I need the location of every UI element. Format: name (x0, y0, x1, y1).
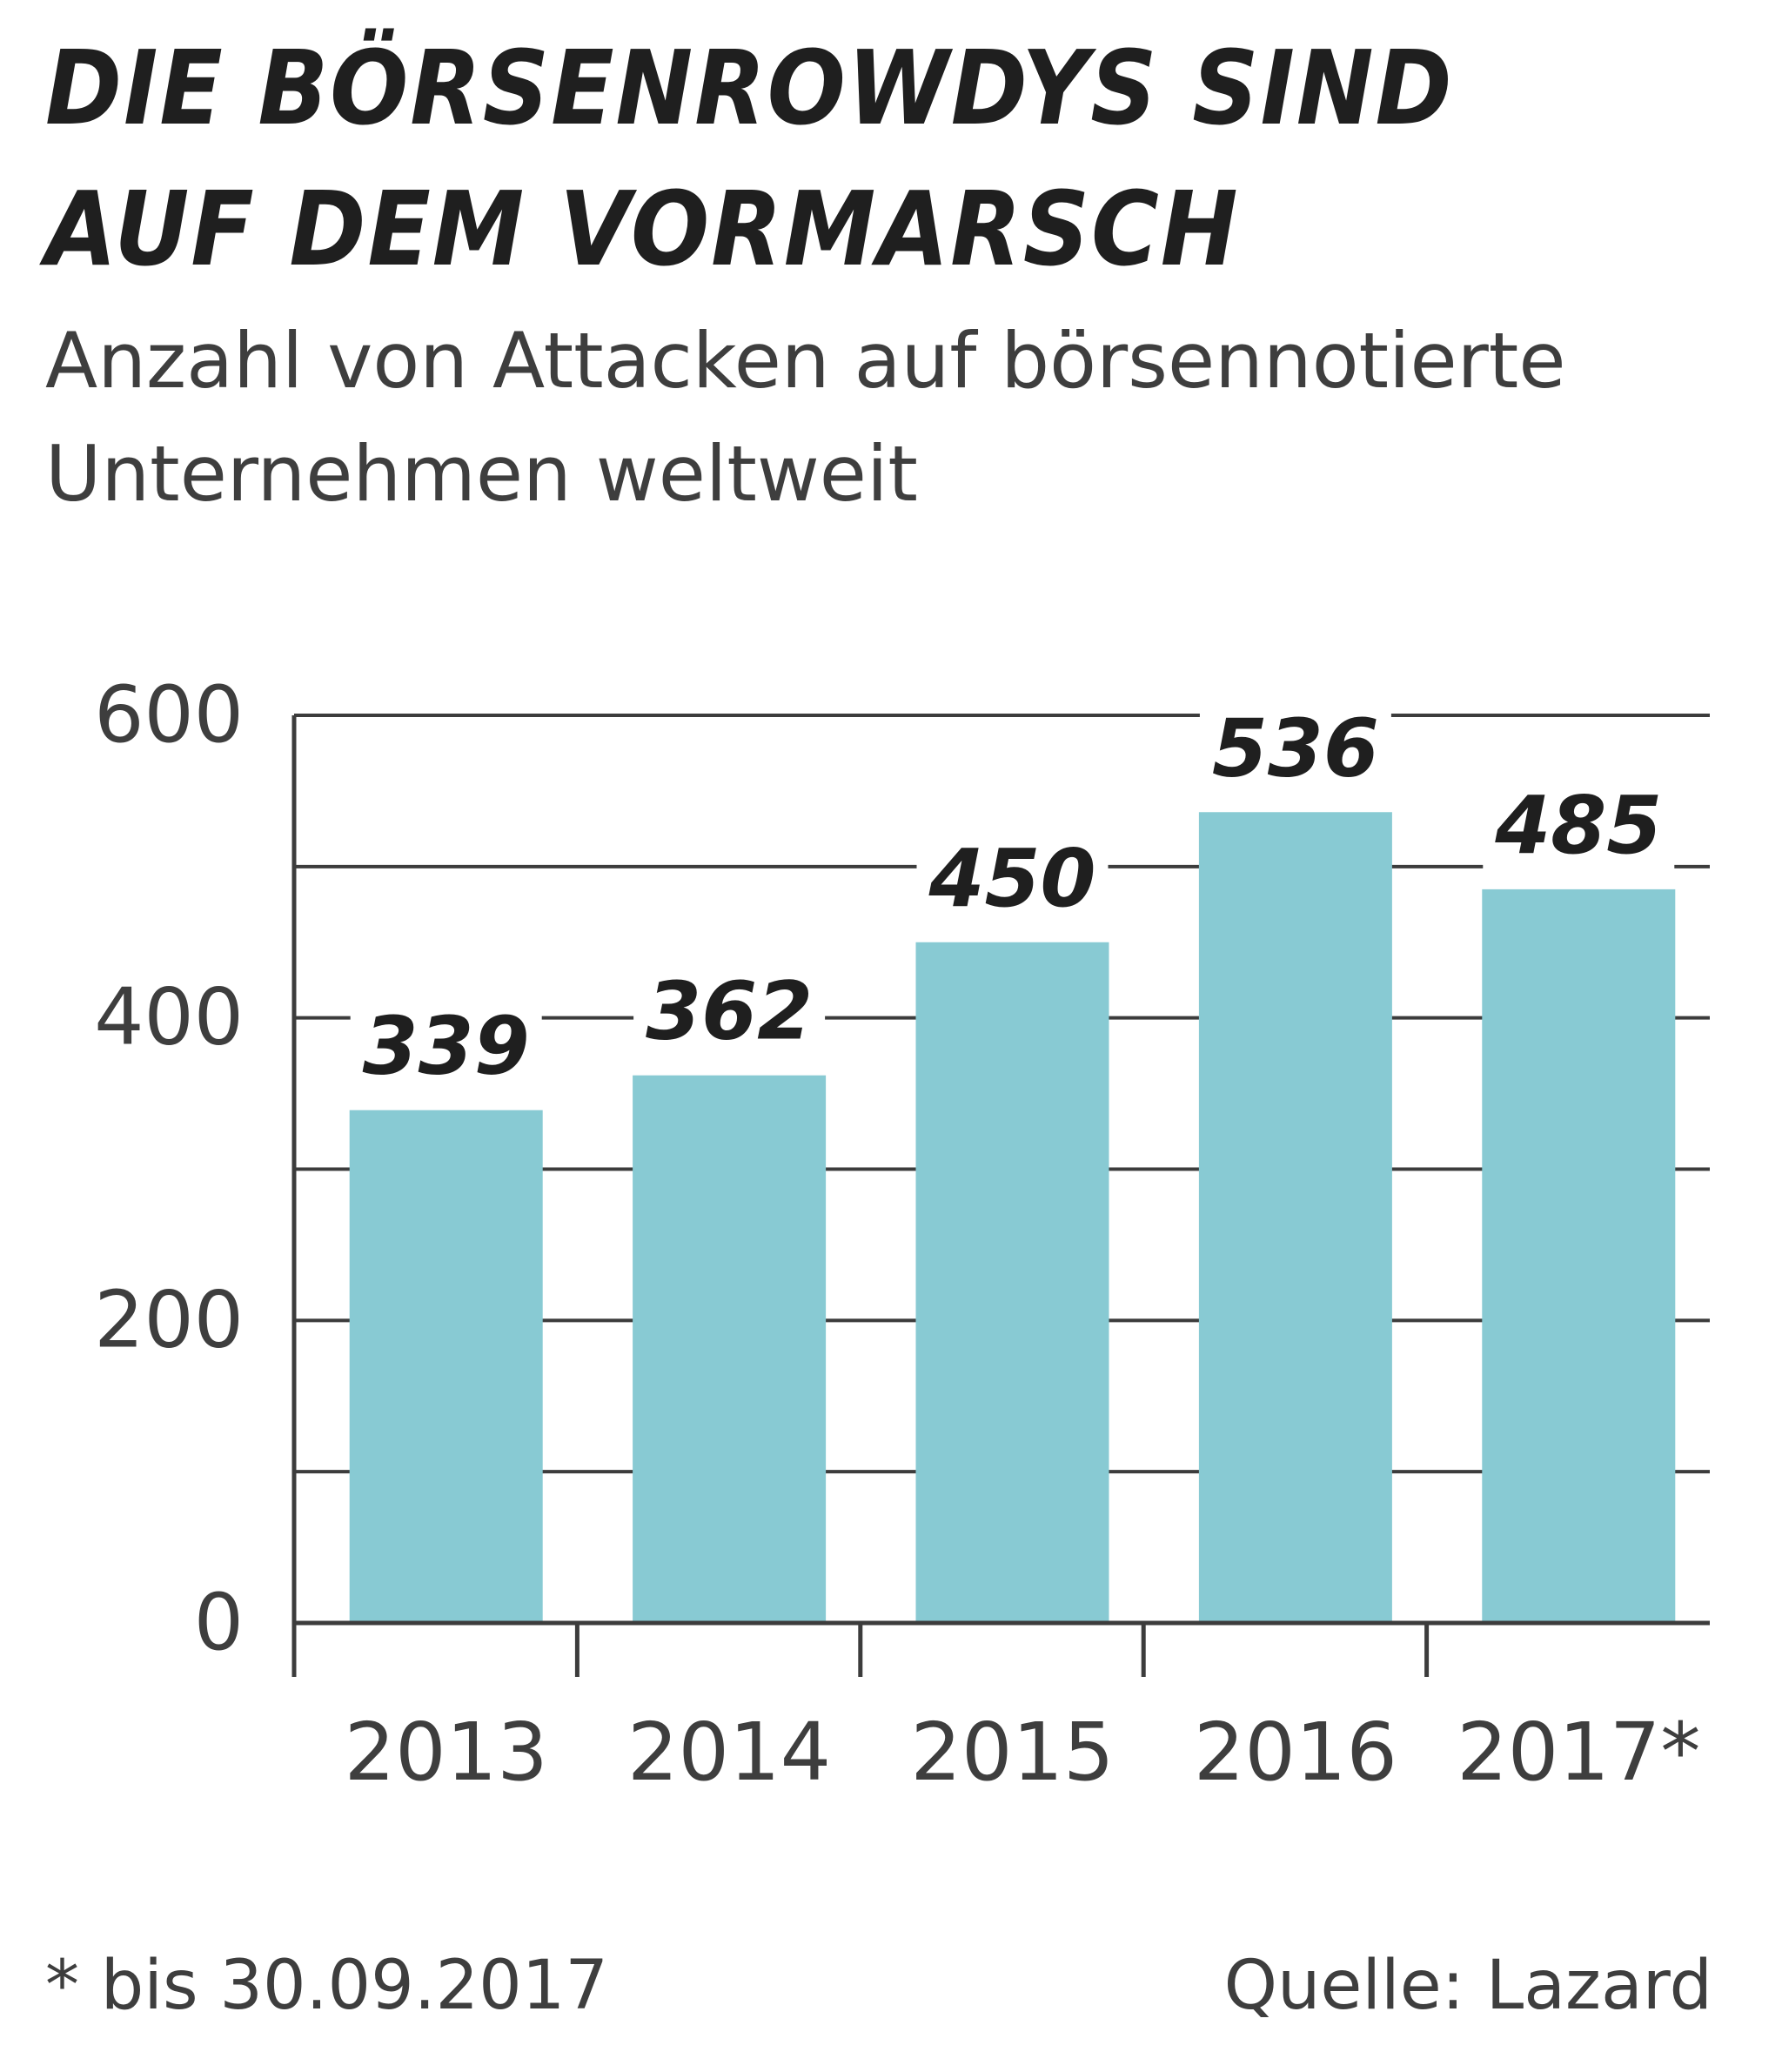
bar-2015 (915, 942, 1109, 1623)
data-label-2017: 485 (1494, 779, 1662, 872)
chart-subtitle-line-2: Unternehmen weltweit (45, 429, 918, 519)
chart-title-line-1: DIE BÖRSENROWDYS SIND (45, 28, 1454, 148)
data-label-2013: 339 (363, 1000, 530, 1093)
y-tick-label-600: 600 (94, 669, 244, 761)
chart-title-line-2: AUF DEM VORMARSCH (45, 169, 1240, 289)
footnote: * bis 30.09.2017 (45, 1947, 609, 2025)
chart-subtitle: Anzahl von Attacken auf börsennotierte U… (45, 305, 1698, 531)
y-tick-label-200: 200 (94, 1274, 244, 1365)
x-tick-label-2015: 2015 (910, 1706, 1114, 1799)
chart-title: DIE BÖRSENROWDYS SIND AUF DEM VORMARSCH (45, 17, 1533, 299)
bar-2014 (633, 1075, 827, 1623)
y-tick-label-400: 400 (94, 972, 244, 1063)
data-label-2014: 362 (646, 965, 813, 1058)
data-label-mask-0 (350, 1009, 542, 1093)
axes: 2013 2014 2015 2016 2017* 0 200 400 600 (94, 669, 1710, 1799)
data-label-mask-2 (916, 841, 1109, 925)
x-tick-label-2013: 2013 (345, 1706, 548, 1799)
bar-2013 (349, 1110, 543, 1623)
x-tick-label-2017: 2017* (1457, 1706, 1700, 1799)
data-label-mask-4 (1483, 788, 1675, 872)
x-tick-label-2016: 2016 (1194, 1706, 1397, 1799)
data-label-2015: 450 (928, 832, 1095, 925)
data-label-2016: 536 (1212, 701, 1379, 795)
data-label-mask-3 (1199, 711, 1391, 795)
data-label-mask-1 (633, 974, 826, 1058)
source-note: Quelle: Lazard (1223, 1947, 1712, 2025)
labels: 339 362 450 536 485 (350, 701, 1675, 1093)
bar-2017 (1482, 888, 1676, 1623)
bar-2016 (1198, 812, 1392, 1623)
bars (349, 812, 1676, 1623)
y-tick-label-0: 0 (194, 1577, 244, 1668)
x-tick-label-2014: 2014 (627, 1706, 831, 1799)
chart-subtitle-line-1: Anzahl von Attacken auf börsennotierte (45, 316, 1566, 406)
